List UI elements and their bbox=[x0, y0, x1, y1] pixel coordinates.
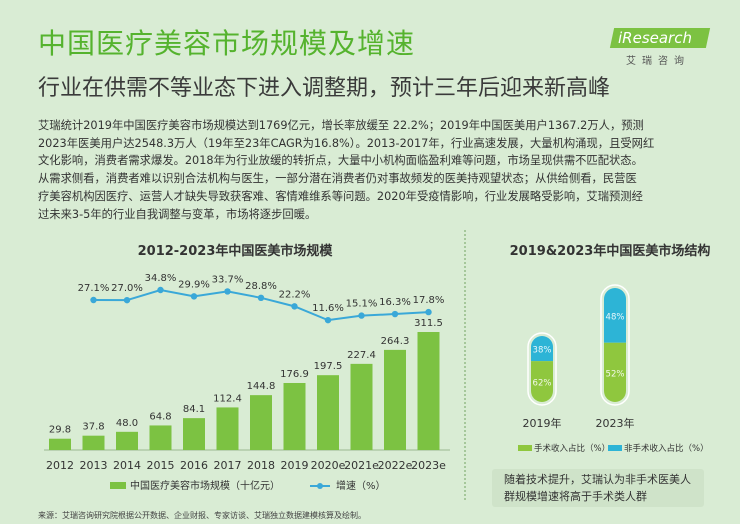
x-tick-label: 2012 bbox=[46, 459, 74, 472]
bar-value-label: 64.8 bbox=[149, 411, 171, 422]
growth-rate-label: 17.8% bbox=[413, 295, 445, 306]
bar-value-label: 197.5 bbox=[314, 361, 343, 372]
market-size-chart-title: 2012-2023年中国医美市场规模 bbox=[137, 244, 333, 259]
bar-value-label: 37.8 bbox=[82, 422, 104, 433]
growth-rate-label: 27.1% bbox=[78, 283, 110, 294]
legend-swatch-market-size bbox=[110, 482, 126, 489]
x-tick-label: 2023e bbox=[411, 459, 446, 472]
growth-rate-label: 22.2% bbox=[279, 289, 311, 300]
surgical-segment bbox=[531, 361, 553, 402]
non-surgical-segment bbox=[531, 336, 553, 362]
bar-value-label: 29.8 bbox=[49, 425, 71, 436]
growth-rate-point bbox=[224, 288, 231, 295]
legend-label-non-surgical: 非手术收入占比（%） bbox=[624, 443, 709, 454]
non-surgical-label: 48% bbox=[606, 312, 625, 322]
growth-rate-label: 28.8% bbox=[245, 281, 277, 292]
market-size-bar bbox=[384, 349, 406, 450]
description-line: 从需求侧看，消费者难以识别合法机构与医生，一部分潜在消费者仍对事故频发的医美持观… bbox=[38, 172, 637, 186]
page-subtitle: 行业在供需不等业态下进入调整期，预计三年后迎来新高峰 bbox=[38, 76, 611, 101]
bar-value-label: 176.9 bbox=[280, 369, 309, 380]
growth-rate-point bbox=[257, 294, 265, 301]
surgical-segment bbox=[604, 342, 626, 402]
market-size-bar bbox=[417, 332, 440, 450]
market-size-bar bbox=[216, 407, 239, 450]
conclusion-note: 随着技术提升，艾瑞认为非手术医美人群规模增速将高于手术类人群 bbox=[492, 469, 704, 507]
growth-rate-point bbox=[324, 316, 332, 324]
x-tick-label: 2020e bbox=[311, 459, 346, 472]
page-title: 中国医疗美容市场规模及增速 bbox=[38, 27, 416, 60]
x-tick-label: 2015 bbox=[147, 459, 175, 472]
legend-label-growth: 增速（%） bbox=[336, 479, 386, 492]
growth-rate-label: 11.6% bbox=[312, 303, 344, 314]
conclusion-text: 随着技术提升，艾瑞认为非手术医美人群规模增速将高于手术类人群 bbox=[504, 473, 691, 503]
growth-rate-point bbox=[291, 303, 298, 310]
legend-label-market-size: 中国医疗美容市场规模（十亿元） bbox=[130, 479, 280, 492]
bar-value-label: 311.5 bbox=[414, 318, 443, 329]
surgical-label: 52% bbox=[606, 369, 625, 379]
non-surgical-label: 38% bbox=[533, 346, 552, 356]
bar-value-label: 48.0 bbox=[116, 418, 138, 429]
x-tick-label: 2017 bbox=[214, 459, 242, 472]
market-size-bar bbox=[149, 425, 172, 450]
market-size-bar bbox=[49, 438, 71, 450]
growth-rate-point bbox=[358, 312, 365, 319]
market-size-bar bbox=[82, 435, 105, 450]
surgical-label: 62% bbox=[533, 379, 552, 389]
growth-rate-point bbox=[190, 293, 198, 300]
bar-value-label: 227.4 bbox=[347, 350, 376, 361]
growth-rate-label: 27.0% bbox=[111, 283, 143, 294]
market-size-bar bbox=[250, 395, 272, 450]
growth-rate-point bbox=[90, 296, 97, 304]
description-line: 2023年医美用户达2548.3万人（19年至23年CAGR为16.8%）。20… bbox=[38, 136, 655, 150]
x-tick-label: 2018 bbox=[247, 459, 275, 472]
x-tick-label: 2013 bbox=[80, 459, 108, 472]
bar-value-label: 144.8 bbox=[247, 381, 276, 392]
structure-pill-outline bbox=[527, 332, 557, 406]
bar-value-label: 112.4 bbox=[213, 393, 242, 404]
chart-divider bbox=[464, 230, 466, 500]
market-size-bar bbox=[317, 375, 339, 450]
market-size-bar bbox=[350, 363, 373, 450]
description-line: 疗美容机构因医疗、运营人才缺失导致获客难、客情难维系等问题。2020年受疫情影响… bbox=[38, 189, 643, 203]
market-size-bar bbox=[283, 382, 306, 450]
non-surgical-segment bbox=[604, 288, 626, 343]
x-tick-label: 2019 bbox=[281, 459, 309, 472]
description: 艾瑞统计2019年中国医疗美容市场规模达到1769亿元，增长率放缓至 22.2%… bbox=[38, 117, 706, 223]
market-size-bar bbox=[116, 431, 138, 450]
growth-rate-point bbox=[391, 310, 399, 318]
market-size-bar bbox=[183, 418, 205, 450]
structure-pill-outline bbox=[600, 284, 630, 406]
legend-swatch-non-surgical bbox=[608, 445, 622, 451]
description-line: 过未来3-5年的行业自我调整与变革，市场将逐步回暖。 bbox=[38, 207, 317, 221]
market-structure-chart-title: 2019&2023年中国医美市场结构 bbox=[509, 244, 711, 259]
growth-rate-label: 16.3% bbox=[379, 297, 411, 308]
description-line: 艾瑞统计2019年中国医疗美容市场规模达到1769亿元，增长率放缓至 22.2%… bbox=[38, 119, 644, 132]
growth-rate-label: 29.9% bbox=[178, 279, 210, 290]
bar-value-label: 264.3 bbox=[381, 336, 410, 347]
bar-value-label: 84.1 bbox=[183, 404, 205, 415]
x-tick-label: 2021e bbox=[344, 459, 379, 472]
description-line: 文化影响，消费者需求爆发。2018年为行业放缓的转折点，大量中小机构面临盈利难等… bbox=[38, 154, 643, 168]
structure-category-label: 2023年 bbox=[596, 416, 635, 430]
logo-text: iResearch bbox=[618, 29, 692, 47]
growth-rate-point bbox=[157, 286, 164, 294]
growth-rate-label: 34.8% bbox=[145, 273, 177, 284]
structure-category-label: 2019年 bbox=[523, 416, 562, 430]
legend-swatch-growth-point bbox=[317, 483, 323, 489]
growth-rate-label: 15.1% bbox=[346, 299, 378, 310]
growth-rate-point bbox=[123, 296, 131, 304]
logo-chinese-text: 艾瑞咨询 bbox=[626, 56, 690, 67]
legend-label-surgical: 手术收入占比（%） bbox=[534, 443, 610, 454]
growth-rate-point bbox=[425, 308, 432, 316]
x-tick-label: 2016 bbox=[180, 459, 208, 472]
growth-rate-label: 33.7% bbox=[212, 274, 244, 285]
x-tick-label: 2014 bbox=[113, 459, 141, 472]
iresearch-logo: iResearch 艾瑞咨询 bbox=[609, 28, 714, 70]
legend-swatch-surgical bbox=[518, 445, 532, 451]
x-tick-label: 2022e bbox=[378, 459, 413, 472]
source-note: 来源：艾瑞咨询研究院根据公开数据、企业财报、专家访谈、艾瑞独立数据建模核算及绘制… bbox=[38, 511, 366, 520]
